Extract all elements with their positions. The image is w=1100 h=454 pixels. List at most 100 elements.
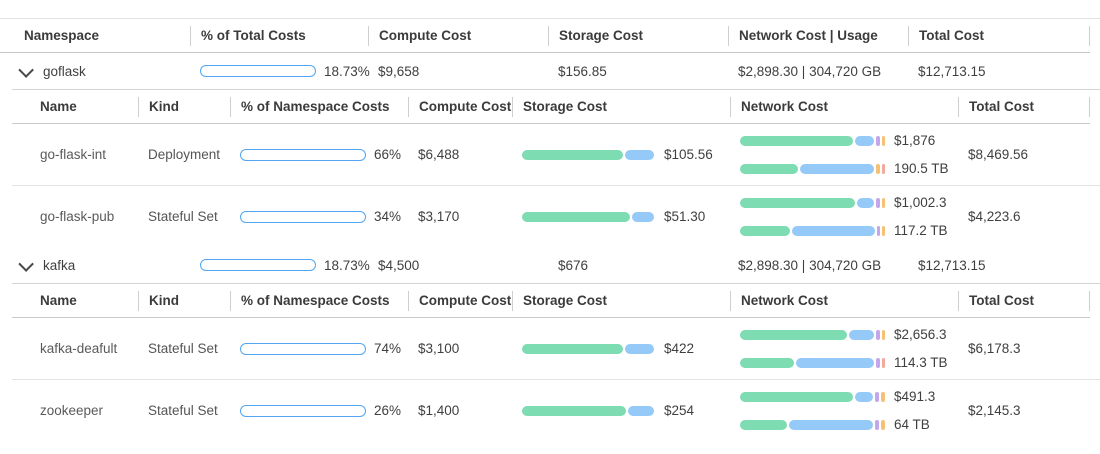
workload-network-cell: $1,876 190.5 TB [730,127,958,182]
workload-kind: Stateful Set [148,209,218,224]
workload-total-cost: $2,145.3 [968,403,1021,418]
namespace-pct-cell: 18.73% [190,257,370,273]
workload-rows: go-flask-int Deployment 66% $6,488 $105.… [12,124,1100,247]
cost-table: Namespace % of Total Costs Compute Cost … [0,18,1100,441]
namespace-storage-cost: $676 [558,257,589,273]
workload-row: zookeeper Stateful Set 26% $1,400 $254 $… [12,379,1100,441]
col-name: Name [40,99,77,114]
workload-kind: Stateful Set [148,341,218,356]
storage-cost-label: $105.56 [664,147,713,162]
col-name: Name [40,293,77,308]
workload-name: go-flask-pub [40,209,115,224]
network-usage-label: 64 TB [894,417,930,432]
col-kind: Kind [138,290,230,311]
workload-network-cell: $491.3 64 TB [730,383,958,438]
network-usage-label: 190.5 TB [894,161,949,176]
namespace-pct-cell: 18.73% [190,63,370,79]
workload-pct-cell: 26% [230,403,408,418]
network-usage-bar [740,225,885,236]
workload-total-cost: $4,223.6 [968,209,1021,224]
workload-header-row: Name Kind % of Namespace Costs Compute C… [12,284,1090,318]
total-costs-pct-label: 18.73% [324,257,370,273]
namespace-section: goflask 18.73% $9,658 $156.85 $2,898.30 … [0,53,1100,247]
total-costs-pct-bar [200,65,316,77]
storage-cost-bar [522,405,654,416]
workload-kind: Stateful Set [148,403,218,418]
col-total-costs-pct: % of Total Costs [190,25,368,46]
namespace-costs-pct-label: 34% [374,209,402,224]
workload-header-row: Name Kind % of Namespace Costs Compute C… [12,90,1090,124]
network-cost-bar [740,197,885,208]
workload-network-cell: $1,002.3 117.2 TB [730,189,958,244]
namespace-storage-cost: $156.85 [558,63,607,79]
workload-rows: kafka-deafult Stateful Set 74% $3,100 $4… [12,318,1100,441]
namespace-costs-pct-bar [240,342,366,355]
network-usage-bar [740,357,885,368]
namespace-costs-pct-bar [240,404,366,417]
chevron-down-icon[interactable] [18,255,34,272]
col-namespace: Namespace [24,28,100,43]
network-cost-bar [740,329,885,340]
col-total-cost: Total Cost [908,25,1090,46]
total-costs-pct-bar [200,259,316,271]
workload-storage-cell: $51.30 [512,209,730,224]
chevron-down-icon[interactable] [18,61,34,78]
storage-cost-label: $254 [664,403,695,418]
workload-total-cost: $6,178.3 [968,341,1021,356]
workload-kind: Deployment [148,147,221,162]
network-cost-label: $2,656.3 [894,327,947,342]
col-storage-cost: Storage Cost [512,96,730,117]
col-total-cost: Total Cost [958,96,1090,117]
workload-storage-cell: $254 [512,403,730,418]
namespace-row[interactable]: goflask 18.73% $9,658 $156.85 $2,898.30 … [0,53,1100,89]
workload-row: go-flask-pub Stateful Set 34% $3,170 $51… [12,185,1100,247]
workload-table: Name Kind % of Namespace Costs Compute C… [12,283,1100,441]
workload-pct-cell: 34% [230,209,408,224]
namespace-network-cost-usage: $2,898.30 | 304,720 GB [738,63,882,79]
namespace-header-row: Namespace % of Total Costs Compute Cost … [0,19,1090,53]
workload-name: zookeeper [40,403,104,418]
col-namespace-costs-pct: % of Namespace Costs [230,290,408,311]
namespace-total-cost: $12,713.15 [918,63,986,79]
workload-table: Name Kind % of Namespace Costs Compute C… [12,89,1100,247]
workload-pct-cell: 66% [230,147,408,162]
network-cost-bar [740,135,886,146]
network-cost-label: $1,876 [894,133,936,148]
col-compute-cost: Compute Cost [408,290,512,311]
col-storage-cost: Storage Cost [512,290,730,311]
workload-row: kafka-deafult Stateful Set 74% $3,100 $4… [12,318,1100,379]
workload-compute-cost: $3,170 [418,209,460,224]
namespace-row[interactable]: kafka 18.73% $4,500 $676 $2,898.30 | 304… [0,247,1100,283]
col-compute-cost: Compute Cost [408,96,512,117]
workload-compute-cost: $3,100 [418,341,460,356]
workload-compute-cost: $1,400 [418,403,460,418]
col-compute-cost: Compute Cost [368,25,548,46]
network-usage-label: 114.3 TB [894,355,948,370]
network-usage-bar [740,163,886,174]
workload-storage-cell: $422 [512,341,730,356]
namespace-costs-pct-bar [240,210,366,223]
workload-storage-cell: $105.56 [512,147,730,162]
network-cost-label: $491.3 [894,389,936,404]
storage-cost-label: $51.30 [664,209,706,224]
col-storage-cost: Storage Cost [548,25,728,46]
namespace-total-cost: $12,713.15 [918,257,986,273]
namespace-costs-pct-bar [240,148,366,161]
namespace-name: goflask [43,63,86,79]
network-cost-label: $1,002.3 [894,195,947,210]
col-network-cost-usage: Network Cost | Usage [728,25,908,46]
namespace-sections: goflask 18.73% $9,658 $156.85 $2,898.30 … [0,53,1100,441]
network-cost-bar [740,391,886,402]
col-network-cost: Network Cost [730,290,958,311]
namespace-network-cost-usage: $2,898.30 | 304,720 GB [738,257,882,273]
namespace-compute-cost: $9,658 [378,63,420,79]
col-total-cost: Total Cost [958,290,1090,311]
workload-row: go-flask-int Deployment 66% $6,488 $105.… [12,124,1100,185]
namespace-name-cell: goflask [0,61,190,79]
workload-name: go-flask-int [40,147,107,162]
total-costs-pct-label: 18.73% [324,63,370,79]
workload-name: kafka-deafult [40,341,118,356]
col-kind: Kind [138,96,230,117]
col-network-cost: Network Cost [730,96,958,117]
namespace-section: kafka 18.73% $4,500 $676 $2,898.30 | 304… [0,247,1100,441]
